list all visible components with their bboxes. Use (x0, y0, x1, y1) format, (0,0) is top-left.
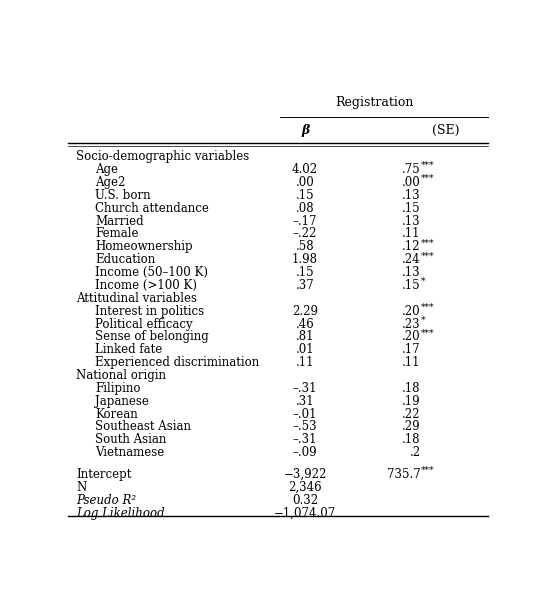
Text: .11: .11 (402, 356, 421, 369)
Text: –.17: –.17 (293, 214, 317, 228)
Text: Log Likelihood: Log Likelihood (76, 507, 165, 519)
Text: .11: .11 (402, 227, 421, 241)
Text: Pseudo R²: Pseudo R² (76, 494, 136, 507)
Text: .2: .2 (409, 446, 421, 459)
Text: *: * (421, 316, 425, 325)
Text: Experienced discrimination: Experienced discrimination (95, 356, 259, 369)
Text: (SE): (SE) (432, 124, 460, 137)
Text: .37: .37 (296, 279, 314, 292)
Text: –.09: –.09 (293, 446, 318, 459)
Text: Education: Education (95, 253, 156, 266)
Text: Income (>100 K): Income (>100 K) (95, 279, 197, 292)
Text: .22: .22 (402, 408, 421, 421)
Text: .75: .75 (402, 163, 421, 176)
Text: –.31: –.31 (293, 433, 317, 446)
Text: Female: Female (95, 227, 139, 241)
Text: South Asian: South Asian (95, 433, 166, 446)
Text: Income (50–100 K): Income (50–100 K) (95, 266, 208, 279)
Text: .19: .19 (402, 395, 421, 408)
Text: .15: .15 (402, 279, 421, 292)
Text: .81: .81 (296, 330, 314, 343)
Text: ***: *** (421, 303, 434, 312)
Text: Political efficacy: Political efficacy (95, 317, 192, 330)
Text: .18: .18 (402, 433, 421, 446)
Text: .20: .20 (402, 330, 421, 343)
Text: 0.32: 0.32 (292, 494, 318, 507)
Text: ***: *** (421, 161, 434, 170)
Text: .00: .00 (296, 176, 314, 189)
Text: .29: .29 (402, 421, 421, 433)
Text: .13: .13 (402, 214, 421, 228)
Text: .11: .11 (296, 356, 314, 369)
Text: ***: *** (421, 328, 434, 338)
Text: .13: .13 (402, 266, 421, 279)
Text: Registration: Registration (335, 96, 414, 109)
Text: .17: .17 (402, 343, 421, 356)
Text: .23: .23 (402, 317, 421, 330)
Text: Age2: Age2 (95, 176, 125, 189)
Text: β: β (301, 124, 309, 137)
Text: U.S. born: U.S. born (95, 189, 151, 202)
Text: Korean: Korean (95, 408, 138, 421)
Text: National origin: National origin (76, 369, 166, 382)
Text: Intercept: Intercept (76, 468, 132, 481)
Text: ***: *** (421, 466, 434, 475)
Text: Interest in politics: Interest in politics (95, 305, 204, 317)
Text: .46: .46 (296, 317, 314, 330)
Text: Japanese: Japanese (95, 395, 149, 408)
Text: .08: .08 (296, 201, 314, 215)
Text: Sense of belonging: Sense of belonging (95, 330, 209, 343)
Text: Filipino: Filipino (95, 382, 140, 395)
Text: 735.7: 735.7 (387, 468, 421, 481)
Text: N: N (76, 481, 86, 494)
Text: .15: .15 (296, 266, 314, 279)
Text: −1,074.07: −1,074.07 (274, 507, 336, 519)
Text: .15: .15 (402, 201, 421, 215)
Text: ***: *** (421, 238, 434, 247)
Text: −3,922: −3,922 (283, 468, 327, 481)
Text: .13: .13 (402, 189, 421, 202)
Text: *: * (421, 277, 425, 286)
Text: Attitudinal variables: Attitudinal variables (76, 292, 197, 305)
Text: –.22: –.22 (293, 227, 317, 241)
Text: Linked fate: Linked fate (95, 343, 162, 356)
Text: –.31: –.31 (293, 382, 317, 395)
Text: 4.02: 4.02 (292, 163, 318, 176)
Text: .18: .18 (402, 382, 421, 395)
Text: 2,346: 2,346 (288, 481, 322, 494)
Text: .01: .01 (296, 343, 314, 356)
Text: ***: *** (421, 174, 434, 183)
Text: .58: .58 (296, 240, 314, 254)
Text: ***: *** (421, 251, 434, 260)
Text: Homeownership: Homeownership (95, 240, 192, 254)
Text: Vietnamese: Vietnamese (95, 446, 164, 459)
Text: Church attendance: Church attendance (95, 201, 209, 215)
Text: Married: Married (95, 214, 144, 228)
Text: –.53: –.53 (293, 421, 318, 433)
Text: 2.29: 2.29 (292, 305, 318, 317)
Text: .31: .31 (296, 395, 314, 408)
Text: 1.98: 1.98 (292, 253, 318, 266)
Text: Southeast Asian: Southeast Asian (95, 421, 191, 433)
Text: .12: .12 (402, 240, 421, 254)
Text: .20: .20 (402, 305, 421, 317)
Text: .24: .24 (402, 253, 421, 266)
Text: Age: Age (95, 163, 118, 176)
Text: –.01: –.01 (293, 408, 317, 421)
Text: Socio-demographic variables: Socio-demographic variables (76, 150, 249, 163)
Text: .15: .15 (296, 189, 314, 202)
Text: .00: .00 (402, 176, 421, 189)
